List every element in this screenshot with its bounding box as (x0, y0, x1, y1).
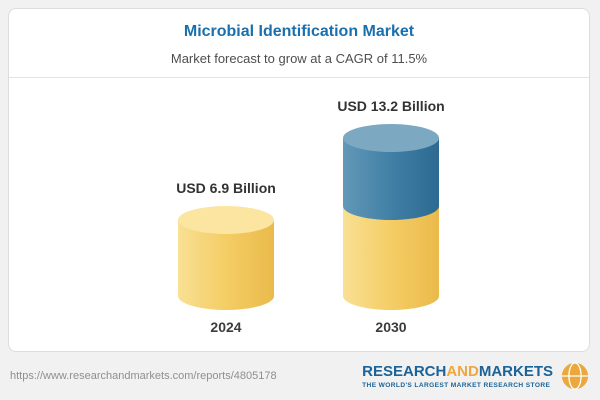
chart-header: Microbial Identification Market Market f… (9, 9, 589, 66)
chart-title: Microbial Identification Market (183, 23, 415, 40)
value-label-2024: USD 6.9 Billion (176, 180, 276, 196)
logo-text-block: RESEARCHANDMARKETS THE WORLD'S LARGEST M… (362, 364, 553, 389)
logo-tagline: THE WORLD'S LARGEST MARKET RESEARCH STOR… (362, 381, 551, 389)
footer: https://www.researchandmarkets.com/repor… (10, 356, 590, 396)
cylinder-2030-top-ellipse (343, 124, 439, 152)
header-divider (9, 77, 589, 78)
chart-subtitle: Market forecast to grow at a CAGR of 11.… (170, 51, 428, 66)
cylinder-2024-body (178, 220, 274, 310)
cylinder-2024-top-ellipse (178, 206, 274, 234)
bar-group-2030: USD 13.2 Billion 2030 (337, 98, 444, 335)
cylinder-2024 (178, 206, 274, 310)
research-and-markets-logo: RESEARCHANDMARKETS THE WORLD'S LARGEST M… (362, 361, 590, 391)
bar-group-2024: USD 6.9 Billion 2024 (176, 180, 276, 335)
logo-word-and: AND (446, 362, 479, 380)
report-url-link[interactable]: https://www.researchandmarkets.com/repor… (10, 370, 277, 382)
chart-area: USD 6.9 Billion 2024 USD 13.2 Billion 20… (9, 78, 589, 351)
cylinder-2030 (343, 124, 439, 310)
cylinder-2030-gold-segment (343, 206, 439, 310)
logo-wordmark: RESEARCHANDMARKETS (362, 364, 553, 379)
logo-word-markets: MARKETS (478, 362, 553, 380)
category-label-2030: 2030 (375, 319, 407, 335)
globe-logo-icon (561, 362, 589, 390)
chart-card: Microbial Identification Market Market f… (8, 8, 590, 352)
logo-word-research: RESEARCH (362, 362, 447, 380)
category-label-2024: 2024 (210, 319, 242, 335)
value-label-2030: USD 13.2 Billion (337, 98, 445, 114)
